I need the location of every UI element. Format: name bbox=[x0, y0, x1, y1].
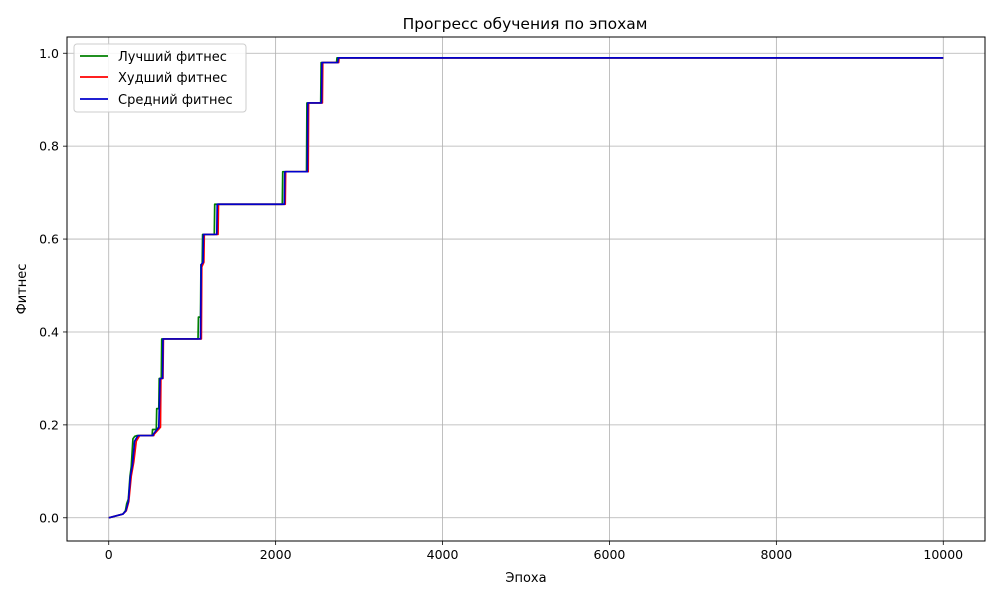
x-tick-label: 6000 bbox=[594, 547, 626, 562]
x-axis-label: Эпоха bbox=[505, 571, 546, 586]
legend-label-mean: Средний фитнес bbox=[118, 93, 233, 108]
y-tick-label: 0.8 bbox=[39, 139, 59, 154]
y-tick-label: 0.0 bbox=[39, 510, 59, 525]
x-tick-label: 0 bbox=[105, 547, 113, 562]
plot-frame bbox=[66, 36, 986, 542]
x-tick-label: 8000 bbox=[760, 547, 792, 562]
legend-label-best: Лучший фитнес bbox=[118, 50, 227, 65]
x-tick-label: 4000 bbox=[427, 547, 459, 562]
y-tick-label: 1.0 bbox=[39, 46, 59, 61]
y-tick-label: 0.4 bbox=[39, 324, 59, 339]
x-tick-label: 10000 bbox=[923, 547, 963, 562]
y-tick-label: 0.6 bbox=[39, 232, 59, 247]
x-tick-label: 2000 bbox=[260, 547, 292, 562]
y-tick-label: 0.2 bbox=[39, 417, 59, 432]
legend: Лучший фитнес Худший фитнес Средний фитн… bbox=[73, 43, 247, 113]
series-layer bbox=[108, 57, 944, 519]
series-line-mean bbox=[108, 57, 944, 519]
legend-label-worst: Худший фитнес bbox=[118, 71, 227, 86]
grid-layer bbox=[67, 37, 985, 541]
tick-layer: 0 2000 4000 6000 8000 10000 0.0 0.2 0.4 0.6 0.8 1.0 bbox=[39, 46, 963, 562]
chart-title: Прогресс обучения по эпохам bbox=[403, 15, 648, 33]
y-axis-label: Фитнес bbox=[15, 264, 30, 315]
legend-box bbox=[73, 43, 247, 113]
